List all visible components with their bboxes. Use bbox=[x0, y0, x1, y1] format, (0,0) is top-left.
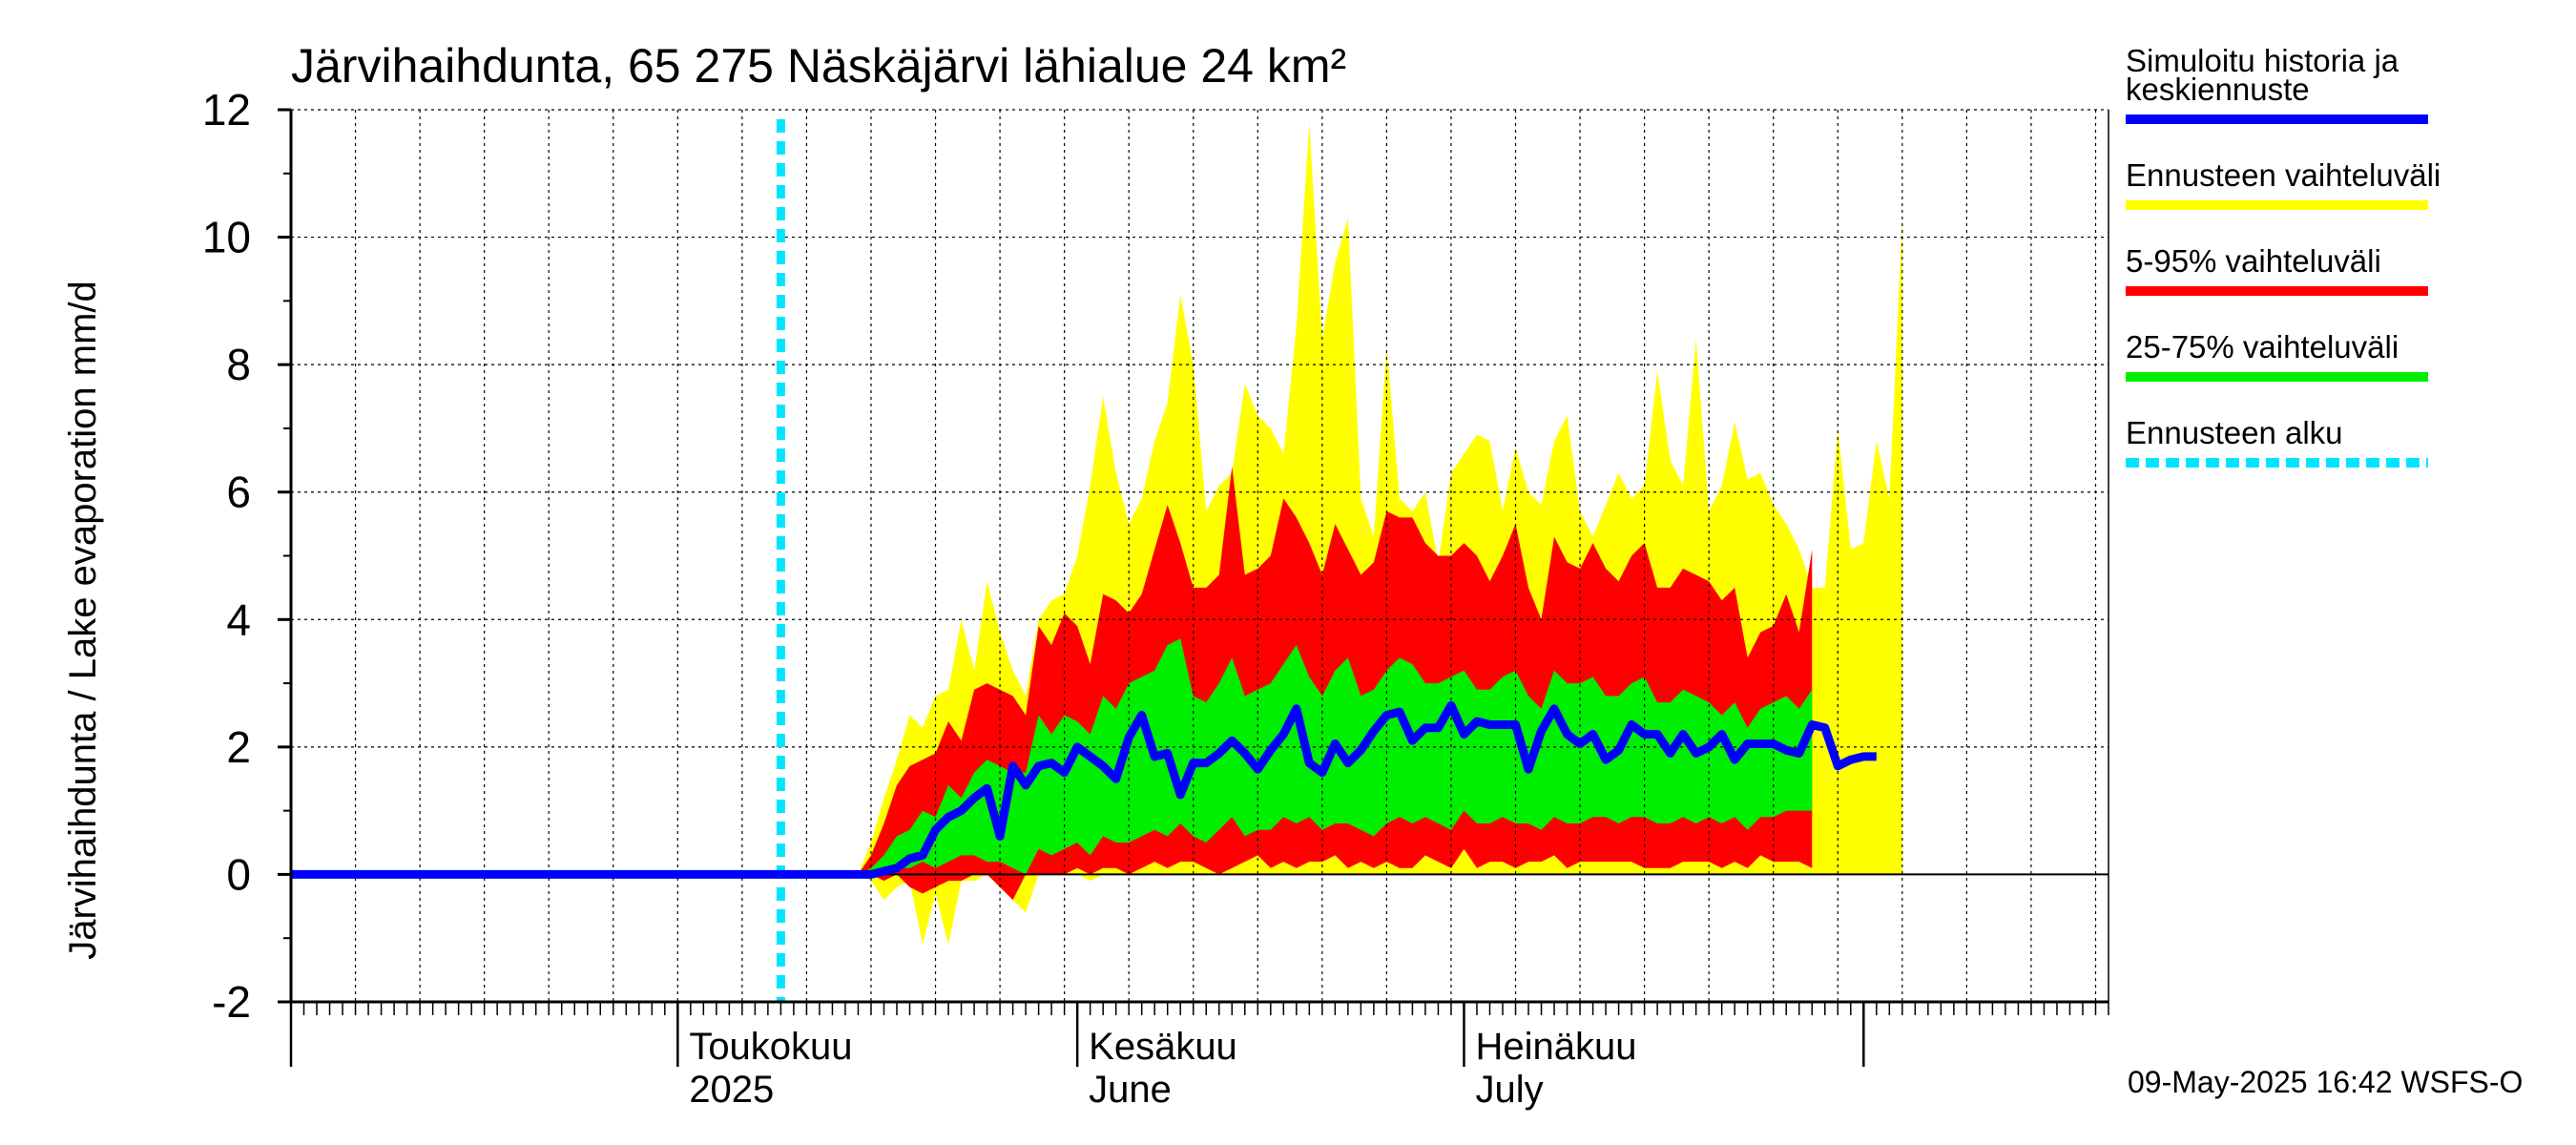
axes bbox=[278, 108, 2109, 1067]
grid-lines bbox=[291, 109, 2109, 1002]
legend-label: keskiennuste bbox=[2126, 72, 2310, 107]
x-month-sublabel: 2025 bbox=[689, 1069, 774, 1111]
band-25-75 bbox=[858, 638, 1813, 875]
median-line bbox=[291, 700, 1877, 879]
y-tick-label: 12 bbox=[202, 85, 251, 135]
chart-title: Järvihaihdunta, 65 275 Näskäjärvi lähial… bbox=[291, 39, 1346, 93]
forecast-bands bbox=[858, 122, 1902, 945]
legend-label: Ennusteen alku bbox=[2126, 415, 2343, 450]
y-tick-label: 4 bbox=[226, 594, 251, 644]
x-month-sublabel: June bbox=[1089, 1069, 1172, 1111]
median-series bbox=[291, 700, 1877, 879]
x-month-label: Heinäkuu bbox=[1475, 1026, 1636, 1068]
y-axis-label: Järvihaihdunta / Lake evaporation mm/d bbox=[62, 281, 104, 960]
y-tick-label: 6 bbox=[226, 468, 251, 517]
x-month-label: Toukokuu bbox=[689, 1026, 852, 1068]
y-tick-label: 0 bbox=[226, 849, 251, 899]
footer-timestamp: 09-May-2025 16:42 WSFS-O bbox=[2128, 1065, 2523, 1099]
y-tick-label: 10 bbox=[202, 213, 251, 262]
legend-label: 25-75% vaihteluväli bbox=[2126, 329, 2399, 364]
legend-label: 5-95% vaihteluväli bbox=[2126, 243, 2381, 279]
legend-label: Ennusteen vaihteluväli bbox=[2126, 157, 2441, 193]
y-tick-label: 2 bbox=[226, 722, 251, 772]
y-tick-label: 8 bbox=[226, 340, 251, 389]
x-month-sublabel: July bbox=[1475, 1069, 1543, 1111]
x-month-label: Kesäkuu bbox=[1089, 1026, 1237, 1068]
legend-label: Simuloitu historia ja bbox=[2126, 43, 2399, 78]
y-tick-label: -2 bbox=[212, 977, 251, 1027]
